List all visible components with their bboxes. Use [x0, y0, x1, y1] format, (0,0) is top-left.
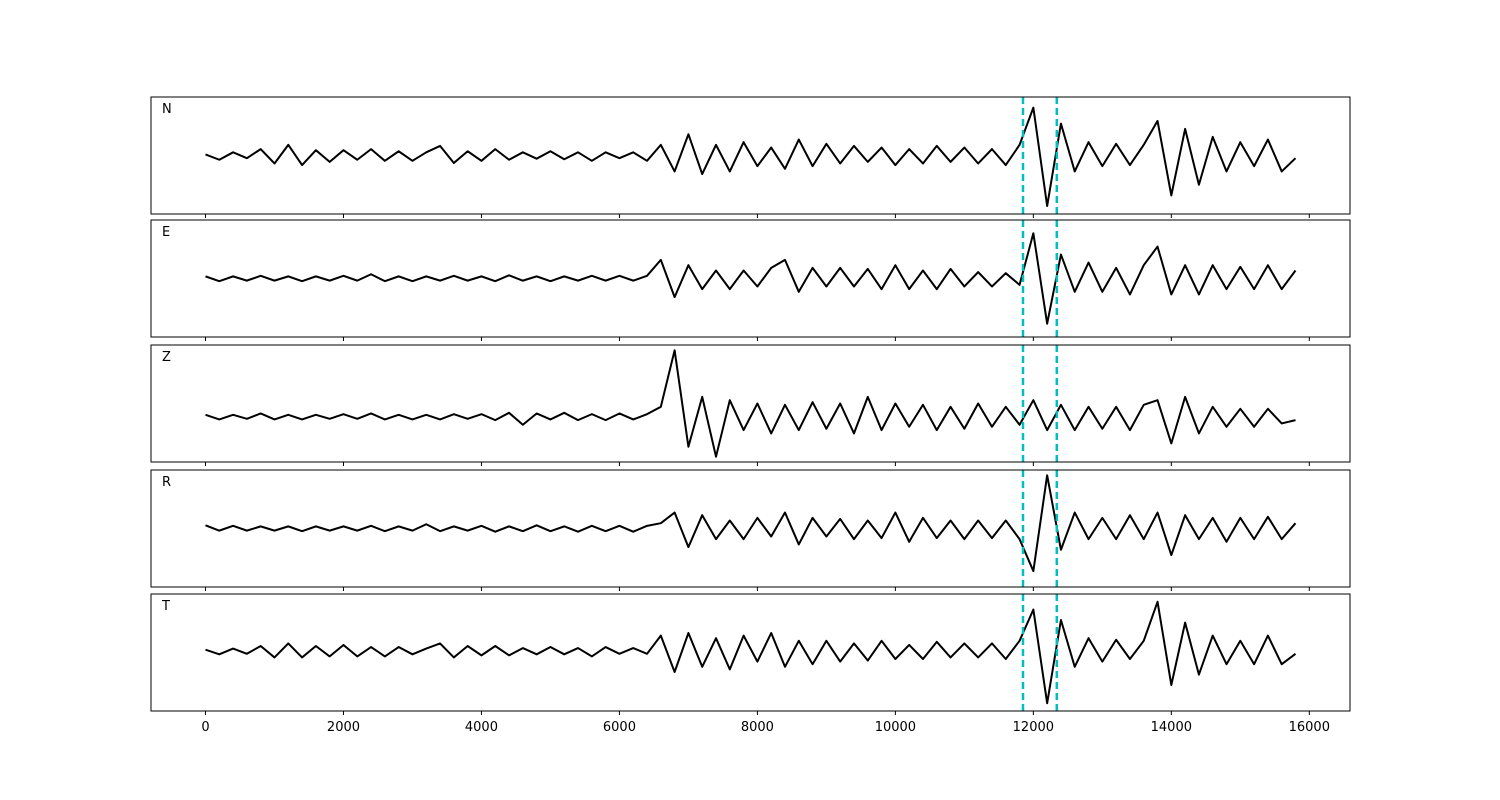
axes-frame [150, 344, 1351, 463]
trace [205, 106, 1297, 208]
trace [205, 232, 1297, 325]
panel-label: Z [162, 350, 171, 365]
trace [205, 600, 1297, 705]
axes-frame [150, 469, 1351, 588]
x-tick-label: 0 [201, 720, 209, 735]
panel-label: R [162, 475, 171, 490]
x-tick-label: 10000 [875, 720, 916, 735]
panel-label: T [161, 599, 170, 614]
panel-label: N [162, 102, 172, 117]
x-tick-label: 16000 [1289, 720, 1330, 735]
x-tick-label: 6000 [603, 720, 636, 735]
x-tick-label: 14000 [1151, 720, 1192, 735]
x-tick-label: 4000 [465, 720, 498, 735]
trace [205, 349, 1296, 458]
axes-frame [150, 96, 1351, 215]
x-tick-label: 8000 [741, 720, 774, 735]
x-tick-label: 2000 [327, 720, 360, 735]
axes-frame [150, 219, 1351, 338]
axes-frame [150, 593, 1351, 712]
x-tick-label: 12000 [1013, 720, 1054, 735]
trace [205, 474, 1297, 573]
panel-label: E [162, 225, 170, 240]
